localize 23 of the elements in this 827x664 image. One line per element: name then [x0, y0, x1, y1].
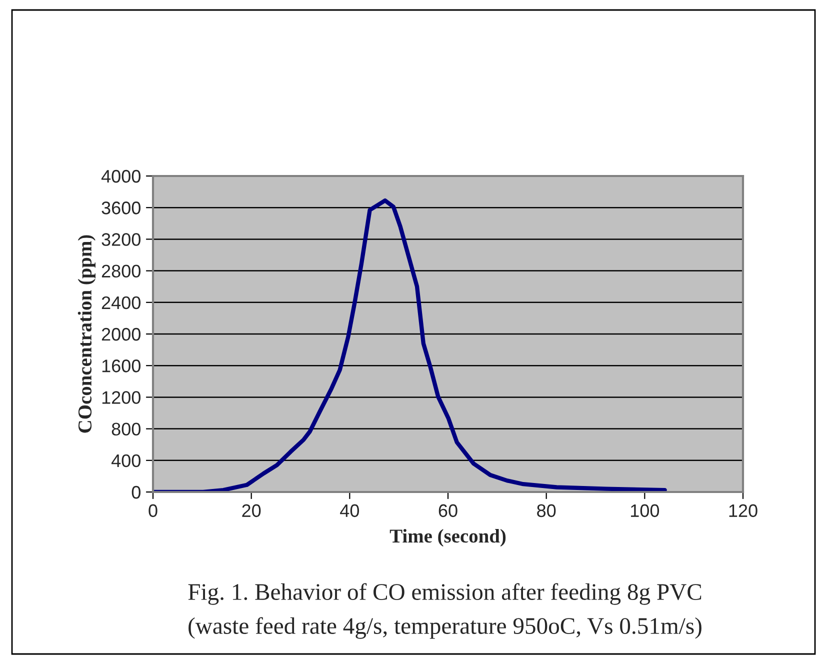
x-tick-label: 100: [630, 504, 660, 518]
y-tick-label: 0: [132, 486, 140, 499]
y-tick-label: 400: [111, 454, 140, 468]
y-tick-label: 1200: [102, 391, 140, 404]
y-tick-label: 4000: [101, 170, 140, 183]
y-tick-label: 800: [112, 422, 140, 436]
x-tick-label: 60: [438, 504, 458, 518]
y-tick-label: 3200: [102, 233, 140, 246]
x-tick-label: 20: [242, 504, 261, 518]
y-tick-label: 3600: [102, 202, 140, 214]
y-tick-label: 2400: [102, 296, 140, 310]
x-axis-title: Time (second): [390, 528, 506, 547]
x-tick-label: 40: [340, 504, 360, 518]
caption: Fig. 1. Behavior of CO emission after feeding 8g PVC: [188, 583, 702, 605]
x-tick-label: 120: [729, 504, 758, 518]
y-tick-label: 2000: [102, 328, 140, 341]
y-tick-label: 2800: [102, 264, 140, 278]
line-series: [153, 198, 667, 492]
text: (waste feed rate 4g/s, temperature 950oC, Vs 0.51m/s): [188, 617, 702, 639]
x-tick-label: 80: [537, 504, 556, 518]
y-tick-label: 1600: [102, 360, 140, 372]
y-axis-title: COconcentration (ppm): [78, 235, 96, 433]
x-tick-label: 0: [148, 504, 158, 518]
